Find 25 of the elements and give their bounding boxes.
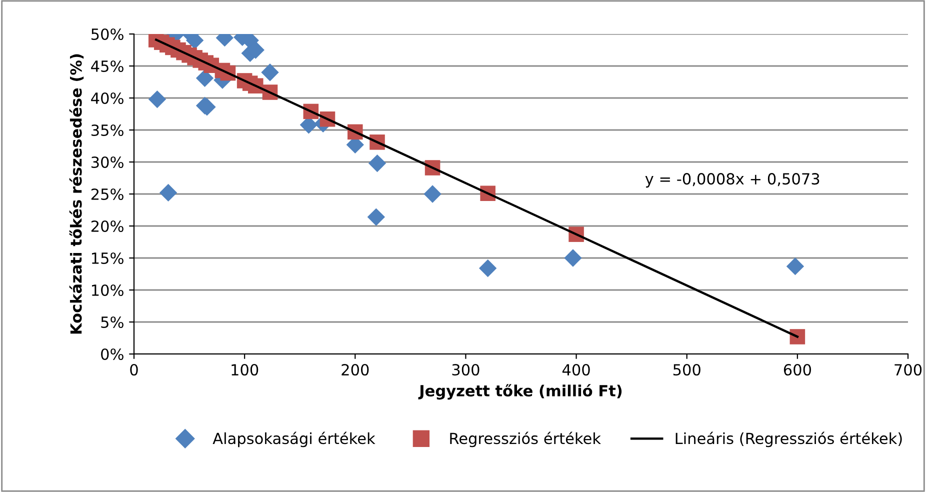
- y-tick-label: 20%: [91, 220, 124, 232]
- y-tick-label: 5%: [101, 316, 124, 328]
- legend-label: Regressziós értékek: [450, 432, 601, 448]
- y-tick-label: 45%: [91, 60, 124, 72]
- y-tick-label: 35%: [91, 124, 124, 136]
- x-tick-label: 500: [673, 364, 700, 376]
- x-tick-label: 600: [784, 364, 811, 376]
- x-tick-label: 200: [342, 364, 369, 376]
- y-tick-label: 40%: [91, 92, 124, 104]
- y-tick-label: 50%: [92, 28, 124, 40]
- x-tick-label: 400: [562, 364, 590, 376]
- legend-label: Alapsokasági értékek: [212, 432, 376, 448]
- y-tick-label: 0%: [101, 348, 124, 360]
- x-tick-label: 700: [894, 364, 922, 376]
- annotation: y = -0,0008x + 0,5073: [645, 173, 820, 188]
- y-axis-title: Kockázati tőkés részesedése (%): [69, 54, 84, 334]
- y-tick-label: 15%: [92, 252, 124, 264]
- y-tick-label: 10%: [92, 284, 124, 296]
- x-axis-title: Jegyzett tőke (millió Ft): [418, 384, 622, 400]
- x-tick-label: 300: [452, 364, 480, 376]
- y-tick-label: 30%: [91, 156, 124, 168]
- x-tick-label: 0: [130, 364, 138, 376]
- y-tick-label: 25%: [91, 188, 124, 200]
- legend-label: Lineáris (Regressziós értékek): [676, 432, 902, 448]
- x-tick-label: 100: [232, 364, 258, 376]
